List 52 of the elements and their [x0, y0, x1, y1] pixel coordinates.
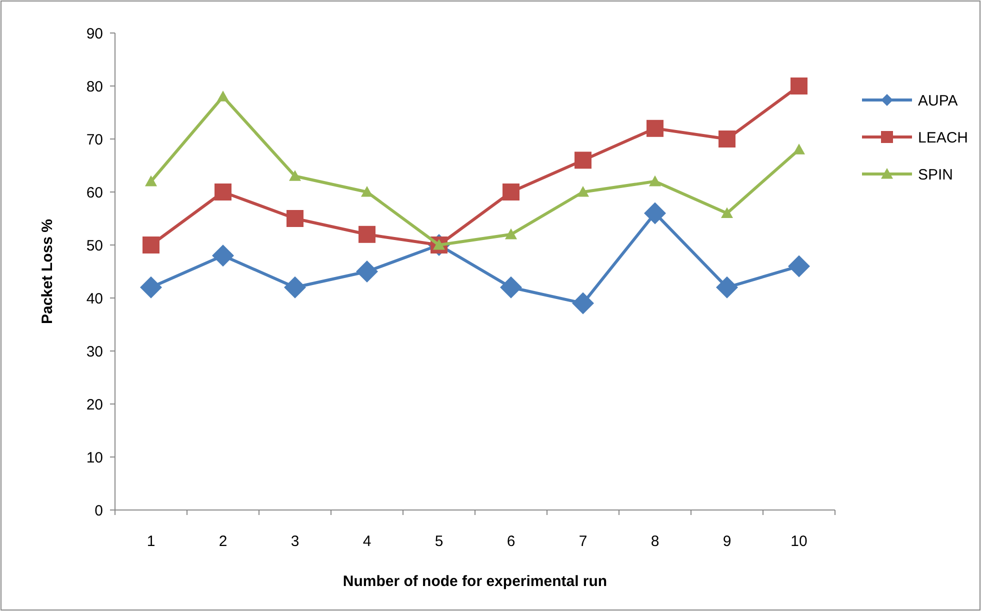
y-tick-label: 40	[86, 290, 103, 308]
legend-label: AUPA	[918, 92, 958, 110]
point	[644, 202, 666, 224]
point	[793, 144, 805, 154]
point	[505, 228, 517, 240]
y-axis-title: Packet Loss %	[39, 218, 56, 324]
x-tick-label: 5	[434, 533, 444, 550]
point	[217, 90, 229, 102]
point	[502, 184, 520, 200]
point	[289, 170, 301, 181]
y-tick-label: 60	[86, 184, 103, 202]
point	[284, 276, 306, 298]
x-tick-label: 2	[218, 533, 228, 550]
point	[721, 207, 733, 218]
point	[577, 186, 589, 197]
y-tick-label: 90	[86, 25, 103, 42]
point	[358, 226, 376, 243]
point	[646, 120, 664, 137]
x-tick-label: 3	[290, 533, 300, 550]
x-tick-label: 1	[146, 533, 156, 550]
point	[788, 255, 810, 278]
legend-label: SPIN	[918, 166, 954, 184]
point	[214, 184, 232, 200]
y-tick-label: 20	[86, 396, 103, 414]
point	[574, 152, 592, 169]
point	[356, 260, 378, 282]
y-tick-label: 50	[86, 237, 103, 254]
point	[649, 175, 661, 186]
x-tick-label: 6	[506, 533, 516, 550]
point	[145, 175, 157, 186]
y-tick-label: 80	[86, 78, 103, 96]
y-tick-label: 10	[86, 449, 103, 466]
y-tick-label: 0	[94, 502, 103, 520]
x-tick-label: 10	[790, 533, 808, 550]
point	[790, 78, 808, 94]
point	[361, 186, 373, 197]
x-tick-label: 8	[650, 533, 660, 550]
point	[142, 236, 160, 254]
legend-label: LEACH	[918, 129, 968, 146]
x-tick-label: 4	[362, 533, 372, 550]
point	[140, 276, 162, 298]
x-tick-label: 9	[722, 533, 732, 550]
x-axis-title: Number of node for experimental run	[342, 573, 608, 590]
x-tick-label: 7	[578, 533, 588, 550]
y-tick-label: 30	[86, 343, 103, 360]
point	[572, 292, 594, 314]
point	[500, 276, 522, 298]
y-tick-label: 70	[86, 131, 103, 148]
point	[718, 130, 736, 148]
point	[212, 244, 234, 267]
point	[286, 210, 304, 227]
point	[716, 276, 738, 298]
